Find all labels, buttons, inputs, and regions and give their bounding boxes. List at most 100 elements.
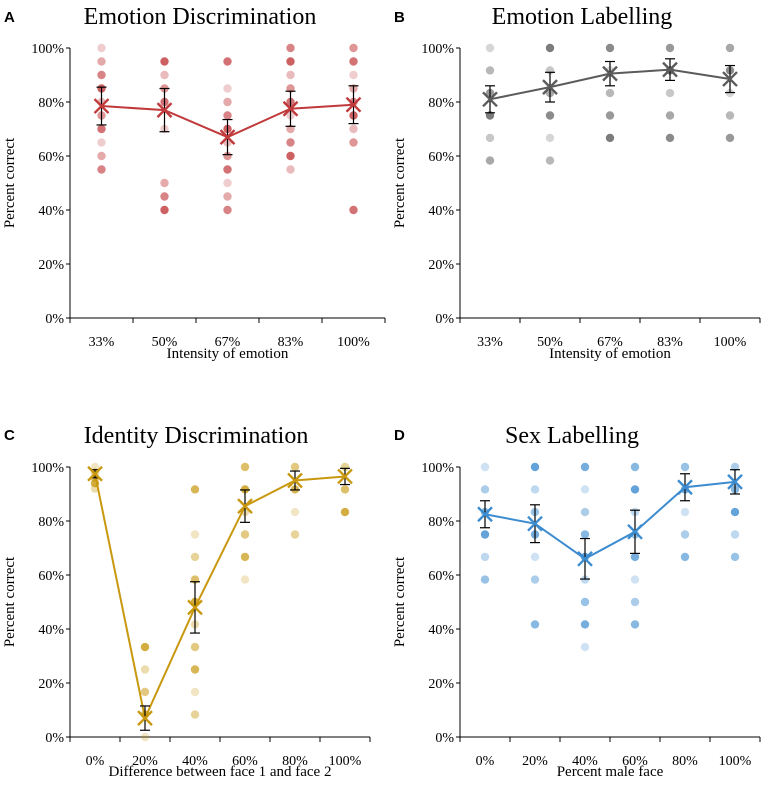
- data-point: [605, 111, 615, 120]
- data-point: [580, 462, 590, 472]
- y-tick-label: 60%: [38, 150, 64, 165]
- mean-marker: [482, 91, 498, 108]
- mean-marker-stroke: [577, 550, 593, 567]
- mean-marker-stroke: [542, 79, 558, 95]
- y-tick-label: 0%: [45, 312, 64, 327]
- mean-marker-stroke: [627, 523, 643, 540]
- y-axis-label: Percent correct: [2, 137, 18, 228]
- mean-marker: [156, 102, 173, 118]
- data-point: [290, 530, 300, 539]
- data-point: [545, 111, 555, 120]
- data-point: [630, 620, 640, 629]
- panel-d: D Sex Labelling 0% 20% 40% 60% 80% 100% 0% 20% 40%…: [392, 423, 761, 780]
- data-point: [680, 507, 690, 517]
- y-tick-label: 60%: [428, 150, 454, 165]
- y-tick-label: 0%: [435, 312, 454, 327]
- data-point: [190, 642, 200, 652]
- mean-marker-stroke: [602, 65, 618, 82]
- mean-marker-stroke: [219, 129, 236, 145]
- data-point: [140, 642, 150, 652]
- y-tick-label: 20%: [428, 677, 454, 692]
- y-tick-label: 20%: [38, 677, 64, 692]
- data-point: [725, 43, 735, 53]
- mean-marker-stroke: [527, 515, 543, 532]
- mean-marker: [187, 599, 203, 616]
- x-tick-label: 50%: [537, 335, 563, 350]
- data-point: [240, 552, 250, 562]
- mean-marker-stroke: [337, 468, 353, 485]
- x-tick-label: 40%: [572, 754, 598, 769]
- data-point: [97, 165, 106, 174]
- data-point: [160, 192, 169, 201]
- data-point: [140, 665, 150, 674]
- x-tick-label: 50%: [152, 335, 178, 350]
- data-point: [605, 43, 615, 53]
- data-point: [485, 156, 495, 165]
- data-point: [480, 485, 490, 494]
- data-point: [349, 124, 358, 134]
- x-axis-label: Intensity of emotion: [549, 346, 671, 362]
- data-point: [340, 485, 350, 494]
- mean-marker: [93, 98, 110, 114]
- mean-marker: [527, 515, 543, 532]
- data-point: [349, 205, 358, 215]
- mean-marker: [337, 468, 353, 485]
- data-point: [97, 151, 106, 161]
- y-tick-label: 100%: [31, 42, 64, 57]
- panel-title: Identity Discrimination: [84, 423, 309, 449]
- mean-line: [484, 480, 736, 560]
- panel-b: B Emotion Labelling 0% 20% 40% 60% 80% 100% 33% 5…: [392, 4, 761, 362]
- y-tick-label: 80%: [38, 96, 64, 111]
- data-point: [545, 133, 555, 143]
- x-tick-label: 100%: [719, 754, 752, 769]
- data-point: [223, 165, 232, 174]
- mean-marker-stroke: [282, 100, 299, 117]
- y-tick-label: 0%: [435, 731, 454, 746]
- data-point: [190, 552, 200, 562]
- mean-marker-stroke: [137, 710, 153, 726]
- data-point: [240, 575, 250, 584]
- data-point: [580, 507, 590, 517]
- mean-marker: [662, 61, 678, 78]
- mean-marker: [542, 79, 558, 95]
- data-point: [349, 70, 358, 80]
- x-tick-label: 100%: [329, 754, 362, 769]
- x-tick-label: 20%: [132, 754, 158, 769]
- data-point: [545, 43, 555, 53]
- mean-marker: [677, 479, 693, 496]
- mean-marker-stroke: [187, 599, 203, 616]
- mean-marker: [237, 498, 253, 514]
- data-point: [580, 485, 590, 494]
- x-tick-label: 0%: [476, 754, 495, 769]
- panel-a: A Emotion Discrimination 0% 20% 40% 60% 80% 100…: [2, 4, 386, 362]
- x-tick-label: 100%: [337, 335, 370, 350]
- data-point: [223, 111, 232, 120]
- mean-marker: [345, 96, 362, 113]
- data-point: [730, 462, 740, 472]
- data-point: [223, 151, 232, 161]
- y-tick-label: 60%: [38, 569, 64, 584]
- data-point: [730, 507, 740, 517]
- data-point: [190, 710, 200, 719]
- panel-letter: D: [394, 427, 405, 444]
- data-point: [680, 462, 690, 472]
- data-point: [190, 687, 200, 697]
- data-point: [630, 485, 640, 494]
- mean-marker: [577, 550, 593, 567]
- data-point: [530, 620, 540, 629]
- mean-marker: [87, 465, 103, 482]
- data-point: [630, 552, 640, 562]
- data-point: [480, 552, 490, 562]
- data-point: [286, 138, 295, 147]
- data-point: [349, 57, 358, 66]
- data-point: [665, 111, 675, 120]
- data-point: [240, 462, 250, 472]
- data-point: [530, 462, 540, 472]
- y-tick-label: 80%: [38, 515, 64, 530]
- data-point: [160, 70, 169, 80]
- data-point: [97, 70, 106, 80]
- data-point: [485, 43, 495, 53]
- data-point: [340, 462, 350, 472]
- panel-title: Sex Labelling: [505, 423, 639, 449]
- x-tick-label: 33%: [477, 335, 503, 350]
